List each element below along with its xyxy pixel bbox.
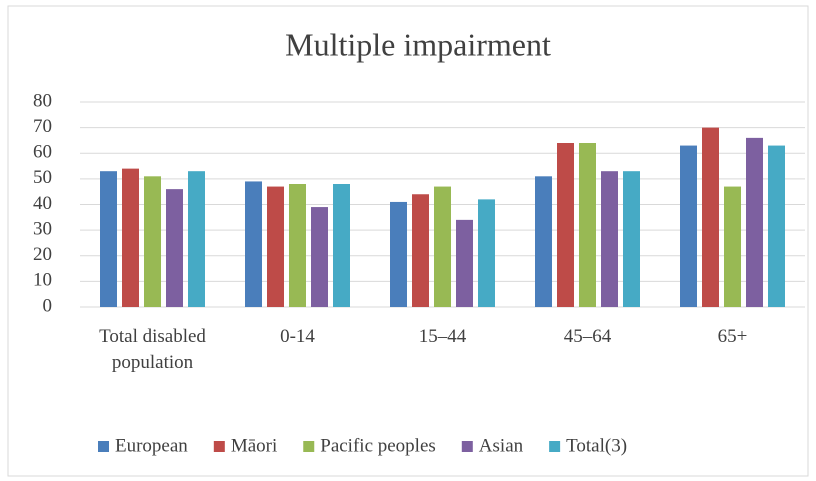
x-tick-label: Total disabled population: [99, 326, 206, 373]
legend-swatch: [303, 441, 315, 452]
y-tick-label: 0: [43, 295, 53, 316]
bar: [166, 189, 183, 307]
legend-swatch: [461, 441, 473, 452]
bar: [623, 171, 640, 307]
x-tick-label: 15–44: [418, 326, 467, 347]
y-tick-label: 10: [33, 270, 52, 291]
x-tick-label: 0-14: [280, 326, 315, 347]
y-tick-label: 40: [33, 193, 52, 214]
bar: [390, 201, 407, 307]
legend-swatch: [98, 441, 109, 452]
x-tick-label-box: 45–64: [563, 326, 612, 347]
bar: [535, 176, 552, 307]
x-tick-label-box: 65+: [717, 326, 748, 347]
bar: [768, 145, 785, 307]
bar: [122, 168, 139, 307]
bar: [245, 181, 262, 307]
bar: [267, 186, 284, 307]
bar: [188, 171, 205, 307]
y-tick-label: 50: [33, 167, 52, 188]
bar: [144, 176, 161, 307]
y-tick-label: 30: [33, 218, 52, 239]
y-tick-label: 80: [33, 90, 52, 111]
chart-title: Multiple impairment: [285, 26, 551, 62]
x-tick-label: 65+: [717, 326, 748, 347]
legend-label: Pacific peoples: [320, 435, 436, 456]
x-tick-label-box: 0-14: [280, 326, 315, 347]
bar: [579, 143, 596, 307]
bar: [412, 194, 429, 307]
bar: [746, 137, 763, 307]
legend-swatch: [213, 441, 225, 452]
bar: [478, 199, 495, 307]
legend-swatch: [549, 441, 561, 452]
legend-label: Māori: [231, 435, 277, 456]
bar: [680, 145, 697, 307]
x-tick-label: 45–64: [563, 326, 612, 347]
x-tick-label-box: Total disabled population: [99, 326, 206, 373]
y-tick-label: 70: [33, 116, 52, 137]
y-tick-label: 60: [33, 142, 52, 163]
chart-border: [7, 5, 809, 477]
legend-label: European: [115, 435, 188, 456]
bar: [456, 219, 473, 307]
legend-label: Total(3): [566, 435, 627, 456]
bar: [311, 207, 328, 307]
bar: [724, 186, 741, 307]
bar: [289, 184, 306, 307]
x-tick-label-box: 15–44: [418, 326, 467, 347]
bar: [557, 143, 574, 307]
bar: [100, 171, 117, 307]
y-tick-label: 20: [33, 244, 52, 265]
bar: [601, 171, 618, 307]
bar: [434, 186, 451, 307]
bar: [702, 127, 719, 307]
legend-label: Asian: [479, 435, 524, 456]
bar: [333, 184, 350, 307]
